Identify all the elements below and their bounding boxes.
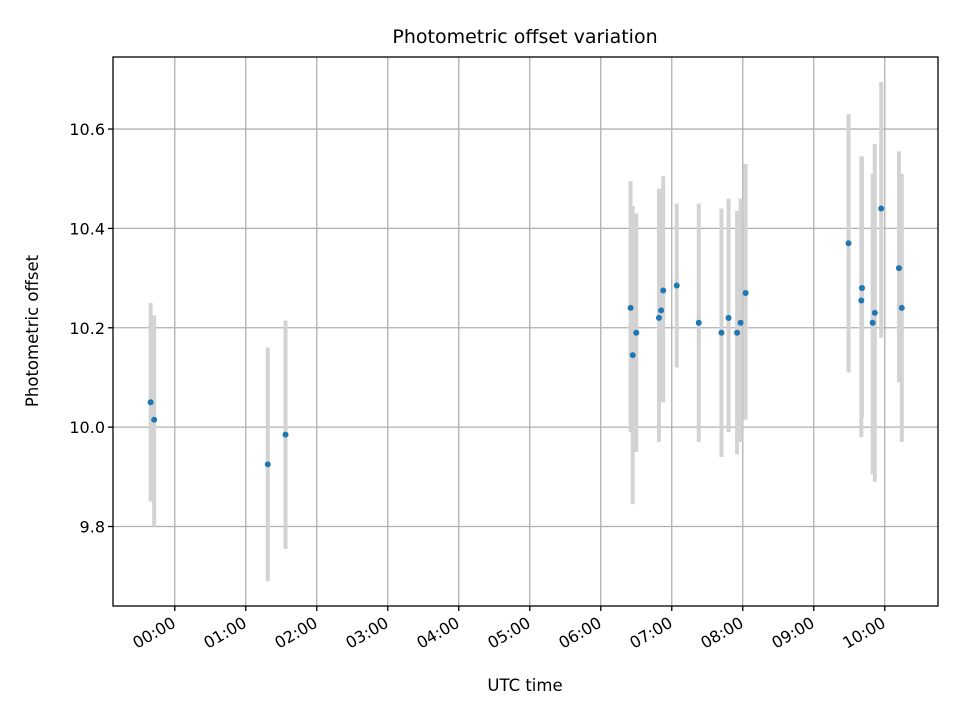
data-point [859, 285, 866, 292]
data-point [718, 329, 725, 336]
y-tick-label: 10.2 [69, 319, 105, 338]
data-point [725, 314, 732, 321]
data-point [151, 416, 158, 423]
data-point [869, 319, 876, 326]
x-axis-label: UTC time [487, 676, 562, 695]
chart-title: Photometric offset variation [392, 26, 657, 48]
y-tick-label: 10.6 [69, 120, 105, 139]
data-point [658, 307, 665, 314]
data-point [742, 289, 749, 296]
y-tick-label: 9.8 [80, 518, 105, 537]
data-point [660, 287, 667, 294]
data-point [627, 304, 634, 311]
plot-frame [112, 56, 939, 607]
data-point [695, 319, 702, 326]
data-points [147, 205, 905, 468]
y-axis-label: Photometric offset [23, 254, 42, 407]
data-point [629, 352, 636, 359]
grid-lines [113, 57, 938, 606]
data-point [845, 240, 852, 247]
data-point [673, 282, 680, 289]
data-point [734, 329, 741, 336]
y-tick-label: 10.0 [69, 418, 105, 437]
data-point [282, 431, 289, 438]
data-point [655, 314, 662, 321]
data-point [895, 265, 902, 272]
data-point [871, 309, 878, 316]
data-point [633, 329, 640, 336]
data-point [737, 319, 744, 326]
data-point [878, 205, 885, 212]
data-point [858, 297, 865, 304]
data-point [898, 304, 905, 311]
data-point [264, 461, 271, 468]
data-point [147, 399, 154, 406]
y-tick-label: 10.4 [69, 219, 105, 238]
